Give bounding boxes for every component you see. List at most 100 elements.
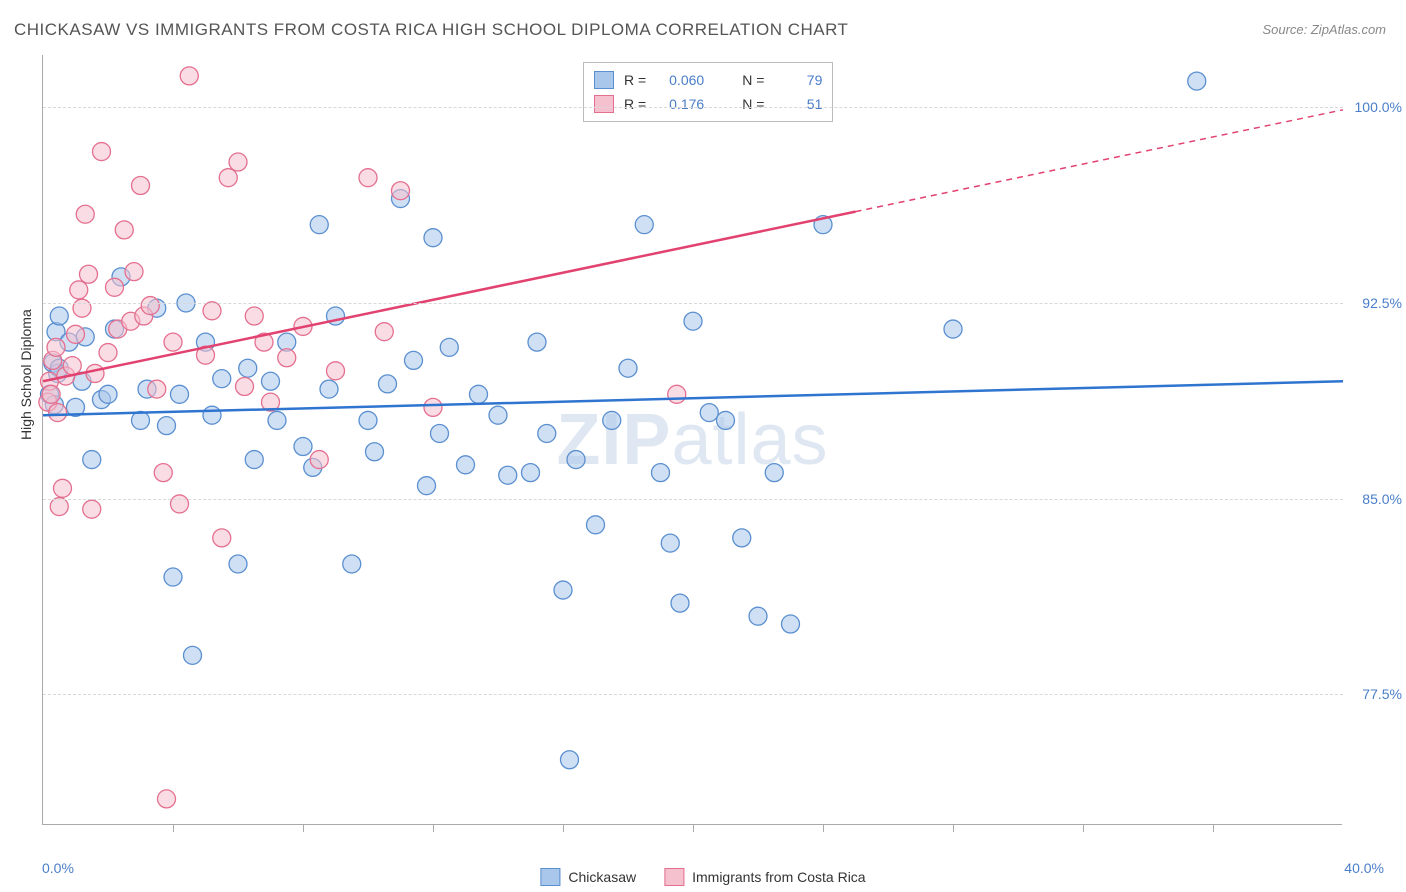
gridline	[43, 303, 1343, 304]
data-point	[70, 281, 88, 299]
y-tick-label: 92.5%	[1362, 295, 1402, 311]
stat-n-label: N =	[742, 72, 764, 88]
x-tick	[953, 824, 954, 832]
stats-legend-row: R =0.060N =79	[594, 68, 822, 92]
gridline	[43, 107, 1343, 108]
data-point	[603, 411, 621, 429]
data-point	[154, 464, 172, 482]
data-point	[733, 529, 751, 547]
data-point	[245, 451, 263, 469]
data-point	[375, 323, 393, 341]
data-point	[164, 333, 182, 351]
y-axis-label: High School Diploma	[18, 309, 34, 440]
data-point	[229, 153, 247, 171]
data-point	[668, 385, 686, 403]
data-point	[219, 169, 237, 187]
x-tick	[693, 824, 694, 832]
data-point	[54, 479, 72, 497]
data-point	[80, 265, 98, 283]
data-point	[561, 751, 579, 769]
data-point	[229, 555, 247, 573]
stat-n-value: 51	[774, 96, 822, 112]
legend-swatch	[540, 868, 560, 886]
data-point	[327, 362, 345, 380]
data-point	[765, 464, 783, 482]
data-point	[83, 451, 101, 469]
data-point	[245, 307, 263, 325]
data-point	[180, 67, 198, 85]
data-point	[236, 377, 254, 395]
data-point	[213, 370, 231, 388]
data-point	[635, 216, 653, 234]
data-point	[148, 380, 166, 398]
data-point	[106, 278, 124, 296]
data-point	[42, 385, 60, 403]
data-point	[944, 320, 962, 338]
legend-label: Immigrants from Costa Rica	[692, 869, 865, 885]
data-point	[343, 555, 361, 573]
y-tick-label: 100.0%	[1355, 99, 1402, 115]
data-point	[684, 312, 702, 330]
data-point	[359, 411, 377, 429]
data-point	[294, 438, 312, 456]
data-point	[310, 451, 328, 469]
stats-legend: R =0.060N =79R =0.176N =51	[583, 62, 833, 122]
data-point	[661, 534, 679, 552]
data-point	[440, 338, 458, 356]
data-point	[213, 529, 231, 547]
data-point	[320, 380, 338, 398]
data-point	[158, 417, 176, 435]
stat-r-label: R =	[624, 96, 646, 112]
data-point	[49, 404, 67, 422]
data-point	[424, 398, 442, 416]
data-point	[528, 333, 546, 351]
stat-r-value: 0.060	[656, 72, 704, 88]
chart-svg	[43, 55, 1343, 825]
data-point	[587, 516, 605, 534]
data-point	[749, 607, 767, 625]
data-point	[431, 424, 449, 442]
data-point	[164, 568, 182, 586]
data-point	[418, 477, 436, 495]
data-point	[99, 344, 117, 362]
data-point	[499, 466, 517, 484]
data-point	[554, 581, 572, 599]
data-point	[379, 375, 397, 393]
y-tick-label: 77.5%	[1362, 686, 1402, 702]
data-point	[671, 594, 689, 612]
data-point	[158, 790, 176, 808]
data-point	[86, 364, 104, 382]
data-point	[782, 615, 800, 633]
x-tick	[433, 824, 434, 832]
data-point	[262, 372, 280, 390]
data-point	[405, 351, 423, 369]
data-point	[203, 406, 221, 424]
x-tick	[173, 824, 174, 832]
data-point	[567, 451, 585, 469]
gridline	[43, 499, 1343, 500]
stat-n-label: N =	[742, 96, 764, 112]
data-point	[47, 338, 65, 356]
data-point	[522, 464, 540, 482]
legend-swatch	[664, 868, 684, 886]
legend-swatch	[594, 71, 614, 89]
data-point	[50, 307, 68, 325]
source-attribution: Source: ZipAtlas.com	[1262, 22, 1386, 37]
data-point	[619, 359, 637, 377]
data-point	[310, 216, 328, 234]
data-point	[457, 456, 475, 474]
data-point	[132, 411, 150, 429]
x-axis-min-label: 0.0%	[42, 860, 74, 876]
data-point	[1188, 72, 1206, 90]
data-point	[366, 443, 384, 461]
data-point	[268, 411, 286, 429]
legend-label: Chickasaw	[568, 869, 636, 885]
stat-r-label: R =	[624, 72, 646, 88]
data-point	[239, 359, 257, 377]
data-point	[470, 385, 488, 403]
data-point	[141, 297, 159, 315]
legend-item: Immigrants from Costa Rica	[664, 868, 865, 886]
stats-legend-row: R = 0.176 N = 51	[594, 92, 822, 116]
stat-r-value: 0.176	[656, 96, 704, 112]
x-axis-max-label: 40.0%	[1344, 860, 1384, 876]
